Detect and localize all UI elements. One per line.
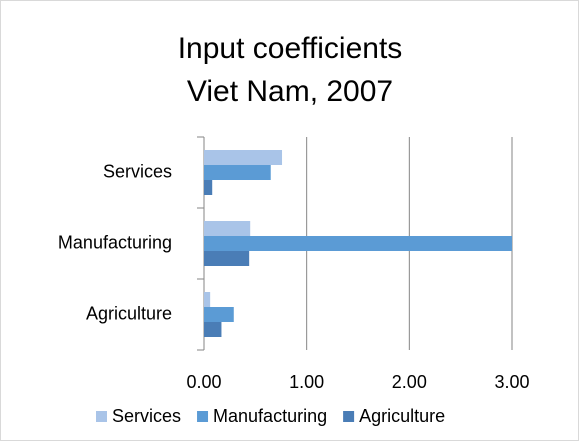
legend-swatch xyxy=(343,411,355,422)
x-tick-label: 1.00 xyxy=(289,372,324,392)
bar xyxy=(204,322,222,337)
bar xyxy=(204,180,213,195)
x-tick-label: 3.00 xyxy=(494,372,529,392)
y-tick-label: Services xyxy=(103,161,172,181)
bar xyxy=(204,165,271,180)
legend-label: Manufacturing xyxy=(213,406,327,426)
bar xyxy=(204,251,250,266)
y-tick-label: Manufacturing xyxy=(58,232,172,252)
x-tick-label: 0.00 xyxy=(186,372,221,392)
legend-label: Agriculture xyxy=(359,406,445,426)
legend-swatch xyxy=(197,411,209,422)
y-tick-label: Agriculture xyxy=(86,303,172,323)
bar xyxy=(204,221,251,236)
bar xyxy=(204,236,512,251)
x-tick-label: 2.00 xyxy=(392,372,427,392)
bar xyxy=(204,307,234,322)
legend-label: Services xyxy=(112,406,181,426)
bar xyxy=(204,150,283,165)
legend-swatch xyxy=(96,411,107,422)
bar xyxy=(204,292,211,307)
chart-title: Input coefficients xyxy=(178,32,403,65)
chart-title: Viet Nam, 2007 xyxy=(187,75,393,108)
